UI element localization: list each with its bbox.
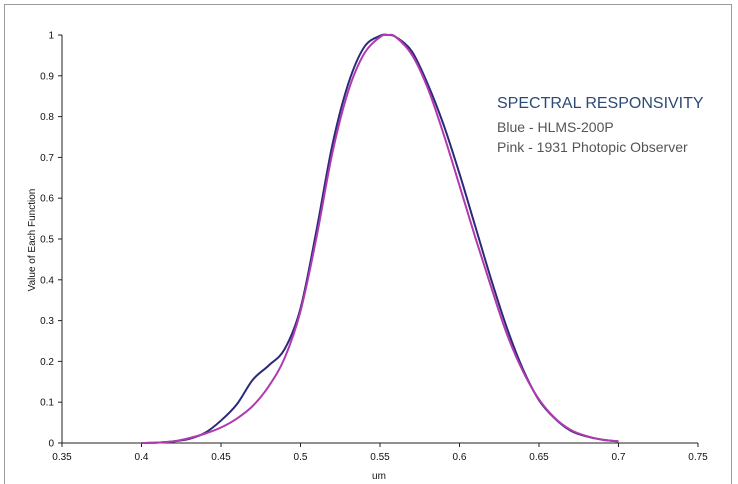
annotation-line-pink: Pink - 1931 Photopic Observer bbox=[497, 139, 688, 155]
x-tick-label: 0.4 bbox=[135, 452, 149, 463]
axes bbox=[58, 34, 699, 447]
x-tick-label: 0.6 bbox=[453, 452, 467, 463]
x-tick-label: 0.75 bbox=[688, 452, 708, 463]
x-tick-label: 0.35 bbox=[52, 452, 72, 463]
annotation-line-blue: Blue - HLMS-200P bbox=[497, 119, 614, 135]
y-tick-label: 0.9 bbox=[40, 71, 54, 82]
series-line-pink bbox=[141, 33, 619, 444]
x-tick-label: 0.65 bbox=[529, 452, 549, 463]
x-tick-label: 0.5 bbox=[294, 452, 308, 463]
x-tick-label: 0.55 bbox=[370, 452, 390, 463]
y-tick-label: 0.6 bbox=[40, 194, 54, 205]
y-tick-label: 0.7 bbox=[40, 153, 54, 164]
x-tick-label: 0.7 bbox=[612, 452, 626, 463]
y-axis-label: Value of Each Function bbox=[27, 189, 38, 292]
y-tick-label: 0.4 bbox=[40, 275, 54, 286]
x-axis-label: um bbox=[372, 471, 386, 480]
y-tick-label: 1 bbox=[48, 31, 54, 42]
tick-labels: 0 0.1 0.2 0.3 0.4 0.5 0.6 0.7 0.8 0.9 1 0.35 0.4 0.45… bbox=[40, 31, 708, 464]
y-tick-label: 0.2 bbox=[40, 357, 54, 368]
y-tick-label: 0.1 bbox=[40, 398, 54, 409]
y-tick-label: 0 bbox=[48, 439, 54, 450]
x-tick-label: 0.45 bbox=[211, 452, 231, 463]
series-lines bbox=[141, 33, 619, 444]
y-tick-label: 0.3 bbox=[40, 316, 54, 327]
chart-frame bbox=[4, 4, 732, 484]
annotation-title: SPECTRAL RESPONSIVITY bbox=[497, 95, 704, 112]
y-tick-label: 0.8 bbox=[40, 112, 54, 123]
y-tick-label: 0.5 bbox=[40, 235, 54, 246]
